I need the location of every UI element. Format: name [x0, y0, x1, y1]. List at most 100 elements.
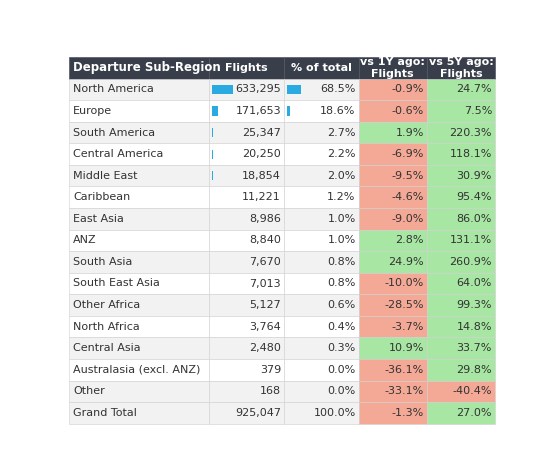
- Text: 99.3%: 99.3%: [456, 300, 492, 310]
- Bar: [212, 171, 213, 180]
- Bar: [210, 79, 284, 100]
- Bar: [69, 57, 210, 79]
- Bar: [359, 143, 427, 165]
- Text: 633,295: 633,295: [235, 84, 281, 94]
- Bar: [69, 208, 210, 229]
- Bar: [69, 380, 210, 402]
- Bar: [284, 143, 359, 165]
- Text: 95.4%: 95.4%: [456, 192, 492, 202]
- Bar: [69, 122, 210, 143]
- Text: -9.5%: -9.5%: [392, 171, 424, 181]
- Bar: [284, 316, 359, 337]
- Text: % of total: % of total: [291, 63, 352, 73]
- Bar: [359, 187, 427, 208]
- Text: -9.0%: -9.0%: [392, 214, 424, 224]
- Text: 0.0%: 0.0%: [327, 387, 356, 397]
- Text: 11,221: 11,221: [242, 192, 281, 202]
- Bar: [210, 251, 284, 273]
- Text: 18.6%: 18.6%: [320, 106, 356, 116]
- Bar: [284, 294, 359, 316]
- Bar: [427, 402, 495, 424]
- Text: Central America: Central America: [73, 149, 163, 159]
- Bar: [427, 100, 495, 122]
- Text: 5,127: 5,127: [249, 300, 281, 310]
- Text: -1.3%: -1.3%: [392, 408, 424, 418]
- Bar: [210, 294, 284, 316]
- Text: Departure Sub-Region: Departure Sub-Region: [73, 61, 221, 74]
- Text: 10.9%: 10.9%: [388, 343, 424, 353]
- Text: 100.0%: 100.0%: [314, 408, 356, 418]
- Text: East Asia: East Asia: [73, 214, 124, 224]
- Text: 131.1%: 131.1%: [450, 235, 492, 246]
- Text: 24.9%: 24.9%: [388, 257, 424, 267]
- Bar: [210, 100, 284, 122]
- Bar: [284, 251, 359, 273]
- Text: 0.8%: 0.8%: [327, 278, 356, 288]
- Bar: [359, 316, 427, 337]
- Bar: [287, 85, 301, 94]
- Text: 30.9%: 30.9%: [456, 171, 492, 181]
- Text: Other: Other: [73, 387, 104, 397]
- Bar: [284, 187, 359, 208]
- Text: ANZ: ANZ: [73, 235, 97, 246]
- Bar: [69, 229, 210, 251]
- Bar: [210, 208, 284, 229]
- Text: -10.0%: -10.0%: [384, 278, 424, 288]
- Text: -0.6%: -0.6%: [392, 106, 424, 116]
- Text: 168: 168: [260, 387, 281, 397]
- Bar: [69, 165, 210, 187]
- Text: 20,250: 20,250: [242, 149, 281, 159]
- Text: 8,986: 8,986: [249, 214, 281, 224]
- Text: North America: North America: [73, 84, 154, 94]
- Text: South Asia: South Asia: [73, 257, 133, 267]
- Bar: [427, 337, 495, 359]
- Bar: [69, 402, 210, 424]
- Text: Europe: Europe: [73, 106, 112, 116]
- Bar: [359, 100, 427, 122]
- Bar: [427, 165, 495, 187]
- Text: 27.0%: 27.0%: [456, 408, 492, 418]
- Bar: [69, 143, 210, 165]
- Bar: [210, 359, 284, 380]
- Bar: [359, 294, 427, 316]
- Bar: [427, 187, 495, 208]
- Bar: [284, 79, 359, 100]
- Bar: [427, 316, 495, 337]
- Text: 2.7%: 2.7%: [327, 128, 356, 138]
- Bar: [284, 402, 359, 424]
- Text: Other Africa: Other Africa: [73, 300, 140, 310]
- Text: vs 5Y ago:
Flights: vs 5Y ago: Flights: [428, 57, 493, 79]
- Text: 14.8%: 14.8%: [456, 322, 492, 332]
- Bar: [359, 273, 427, 294]
- Text: -36.1%: -36.1%: [384, 365, 424, 375]
- Bar: [359, 165, 427, 187]
- Text: -3.7%: -3.7%: [392, 322, 424, 332]
- Text: 171,653: 171,653: [235, 106, 281, 116]
- Bar: [287, 107, 290, 116]
- Text: Central Asia: Central Asia: [73, 343, 141, 353]
- Bar: [427, 359, 495, 380]
- Bar: [427, 122, 495, 143]
- Bar: [359, 359, 427, 380]
- Bar: [427, 57, 495, 79]
- Bar: [284, 100, 359, 122]
- Text: Caribbean: Caribbean: [73, 192, 130, 202]
- Text: -0.9%: -0.9%: [392, 84, 424, 94]
- Text: 25,347: 25,347: [242, 128, 281, 138]
- Bar: [284, 337, 359, 359]
- Text: -6.9%: -6.9%: [392, 149, 424, 159]
- Text: 0.3%: 0.3%: [327, 343, 356, 353]
- Text: 1.9%: 1.9%: [395, 128, 424, 138]
- Bar: [359, 122, 427, 143]
- Bar: [210, 273, 284, 294]
- Text: 0.6%: 0.6%: [327, 300, 356, 310]
- Bar: [359, 79, 427, 100]
- Text: 24.7%: 24.7%: [456, 84, 492, 94]
- Bar: [210, 229, 284, 251]
- Bar: [210, 165, 284, 187]
- Text: -4.6%: -4.6%: [392, 192, 424, 202]
- Bar: [427, 79, 495, 100]
- Bar: [69, 251, 210, 273]
- Text: 925,047: 925,047: [235, 408, 281, 418]
- Text: North Africa: North Africa: [73, 322, 140, 332]
